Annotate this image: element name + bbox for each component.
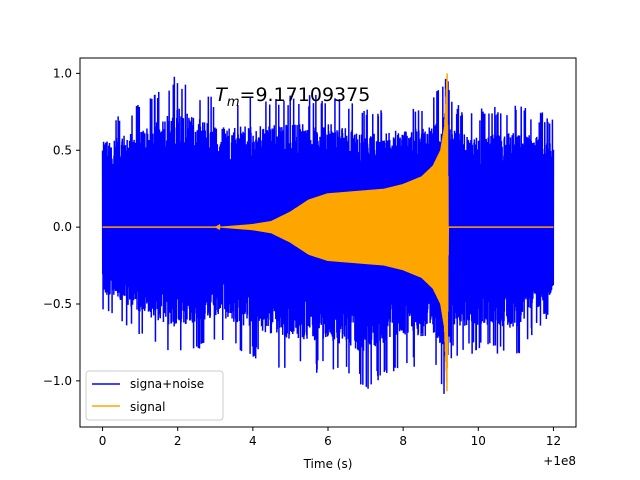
series-line-signal-noise xyxy=(101,76,555,394)
x-tick-label: 6 xyxy=(324,434,332,448)
tm-annotation-subscript: m xyxy=(227,95,240,110)
y-tick-label: −1.0 xyxy=(43,374,72,388)
legend-label-signal: signal xyxy=(130,400,166,414)
legend: signa+noise signal xyxy=(85,370,224,421)
x-tick-label: 12 xyxy=(546,434,561,448)
legend-label-signal-noise: signa+noise xyxy=(130,377,204,391)
tm-annotation: Tm=9.17109375 xyxy=(215,84,370,110)
x-axis-label: Time (s) xyxy=(303,457,353,471)
x-tick-label: 4 xyxy=(249,434,257,448)
x-tick-label: 10 xyxy=(471,434,486,448)
y-tick-label: 0.5 xyxy=(53,143,72,157)
series-layer xyxy=(101,73,555,394)
y-tick-label: −0.5 xyxy=(43,297,72,311)
x-tick-label: 0 xyxy=(99,434,107,448)
y-tick-label: 0.0 xyxy=(53,220,72,234)
legend-frame xyxy=(85,370,224,421)
y-tick-label: 1.0 xyxy=(53,66,72,80)
series-line-signal xyxy=(102,73,554,392)
x-offset-label: +1e8 xyxy=(543,454,576,468)
tm-annotation-symbol: T xyxy=(215,84,228,106)
tm-annotation-value: =9.17109375 xyxy=(240,84,371,106)
x-tick-label: 8 xyxy=(399,434,407,448)
x-tick-label: 2 xyxy=(174,434,182,448)
ticks-layer: 0 2 4 6 8 10 12 1.0 0.5 0.0 −0.5 −1.0 xyxy=(43,66,561,448)
